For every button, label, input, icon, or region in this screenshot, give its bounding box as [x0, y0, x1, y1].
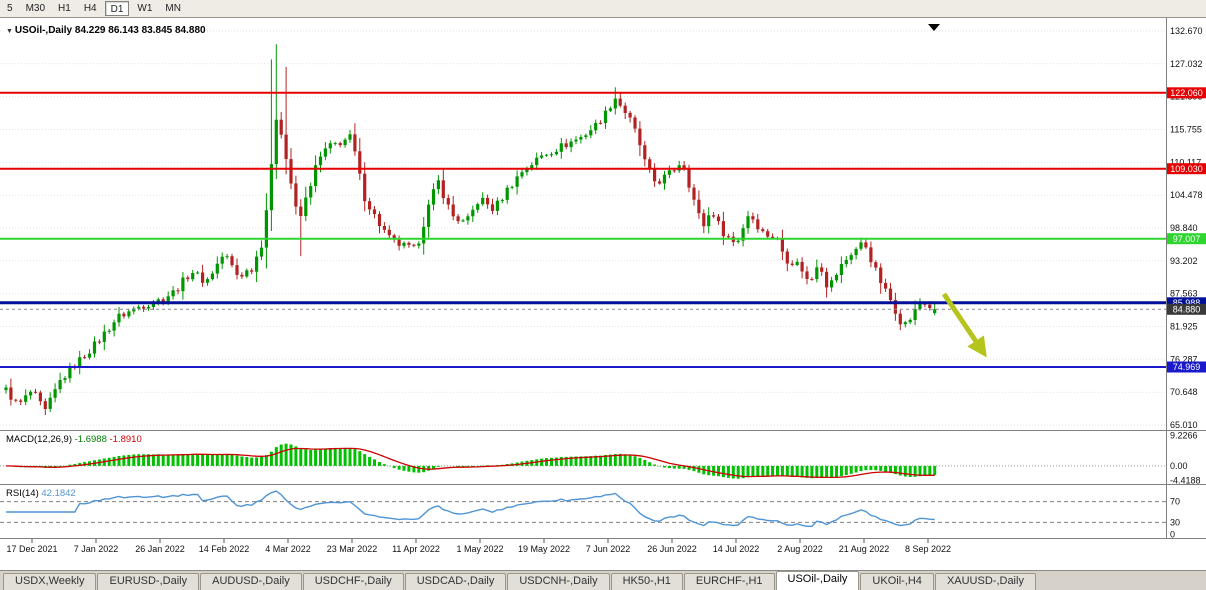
price-axis-tick: 98.840 [1170, 223, 1198, 233]
svg-text:97.007: 97.007 [1173, 234, 1201, 244]
svg-text:122.060: 122.060 [1170, 88, 1203, 98]
time-axis-label: 23 Mar 2022 [327, 544, 378, 554]
rsi-label: RSI(14) 42.1842 [6, 488, 76, 499]
price-axis-tick: 65.010 [1170, 420, 1198, 430]
price-axis-tick: 127.032 [1170, 59, 1203, 69]
level-price-badge: 85.988 [1167, 297, 1206, 309]
timeframe-toolbar: 5 M30 H1 H4 D1 W1 MN [0, 0, 1206, 18]
svg-text:74.969: 74.969 [1173, 362, 1201, 372]
rsi-axis-label: 30 [1170, 517, 1180, 527]
chart-tab-usdchf-daily[interactable]: USDCHF-,Daily [302, 573, 404, 590]
chart-tab-usdcad-daily[interactable]: USDCAD-,Daily [404, 573, 507, 590]
price-axis-tick: 115.755 [1170, 125, 1202, 135]
time-axis-label: 4 Mar 2022 [265, 544, 311, 554]
svg-text:109.030: 109.030 [1170, 164, 1203, 174]
level-price-badge: 122.060 [1167, 87, 1206, 99]
rsi-axis-zero-label: 0 [1170, 530, 1175, 540]
macd-axis-label: 0.00 [1170, 461, 1188, 471]
chart-shift-marker-icon[interactable] [928, 24, 940, 31]
chart-tab-audusd-daily[interactable]: AUDUSD-,Daily [200, 573, 302, 590]
macd-axis-label: 9.2266 [1170, 431, 1198, 441]
time-axis-label: 11 Apr 2022 [392, 544, 440, 554]
chart-tab-xauusd-daily[interactable]: XAUUSD-,Daily [934, 573, 1036, 590]
chart-window[interactable]: 132.670127.032121.393115.755110.117104.4… [0, 18, 1206, 570]
chart-tab-eurusd-daily[interactable]: EURUSD-,Daily [97, 573, 200, 590]
chart-tab-hk50-h1[interactable]: HK50-,H1 [610, 573, 683, 590]
down-arrow-annotation[interactable] [941, 292, 987, 358]
candlesticks [4, 44, 937, 416]
price-axis-tick: 104.478 [1170, 190, 1203, 200]
time-axis-label: 14 Jul 2022 [713, 544, 760, 554]
price-axis-tick: 87.563 [1170, 289, 1198, 299]
chart-tab-ukoil-h4[interactable]: UKOil-,H4 [860, 573, 934, 590]
time-axis[interactable]: 17 Dec 2021 7 Jan 2022 26 Jan 2022 14 Feb 2… [6, 539, 951, 554]
time-axis-label: 26 Jun 2022 [647, 544, 697, 554]
macd-signal-line [5, 447, 935, 479]
chart-tab-usdx-weekly[interactable]: USDX,Weekly [3, 573, 97, 590]
timeframe-button-h4[interactable]: H4 [83, 3, 97, 14]
time-axis-label: 8 Sep 2022 [905, 544, 951, 554]
timeframe-button-mn[interactable]: MN [165, 3, 181, 14]
timeframe-button-5[interactable]: 5 [7, 3, 13, 14]
chart-title: ▼ USOil-,Daily 84.229 86.143 83.845 84.8… [6, 25, 206, 36]
price-gridlines [0, 30, 1166, 426]
current-price-badge: 84.880 [1167, 303, 1206, 315]
price-axis-tick: 81.925 [1170, 322, 1198, 332]
svg-text:85.988: 85.988 [1173, 298, 1201, 308]
time-axis-label: 7 Jun 2022 [586, 544, 631, 554]
timeframe-button-m30[interactable]: M30 [25, 3, 46, 14]
price-axis-tick: 76.287 [1170, 354, 1198, 364]
time-axis-label: 1 May 2022 [456, 544, 503, 554]
price-axis-tick: 70.648 [1170, 387, 1198, 397]
chart-tab-usoil-daily[interactable]: USOil-,Daily [775, 571, 860, 590]
macd-axis-label: -4.4188 [1170, 475, 1201, 485]
price-axis-tick: 132.670 [1170, 26, 1203, 36]
timeframe-button-w1[interactable]: W1 [137, 3, 153, 14]
time-axis-label: 17 Dec 2021 [6, 544, 57, 554]
time-axis-label: 21 Aug 2022 [839, 544, 890, 554]
time-axis-label: 19 May 2022 [518, 544, 570, 554]
rsi-axis-label: 70 [1170, 497, 1180, 507]
chart-tab-bar: USDX,Weekly EURUSD-,Daily AUDUSD-,Daily USD… [0, 570, 1206, 590]
macd-axis[interactable]: 9.2266 0.00 -4.4188 [1170, 431, 1201, 486]
chart-tab-eurchf-h1[interactable]: EURCHF-,H1 [683, 573, 775, 590]
rsi-line [6, 490, 935, 527]
macd-label: MACD(12,26,9) -1.6988 -1.8910 [6, 434, 142, 445]
chart-canvas[interactable]: 132.670127.032121.393115.755110.117104.4… [0, 18, 1206, 570]
macd-histogram [9, 443, 937, 479]
time-axis-label: 26 Jan 2022 [135, 544, 185, 554]
horizontal-levels [0, 91, 1166, 368]
time-axis-label: 7 Jan 2022 [74, 544, 119, 554]
timeframe-button-h1[interactable]: H1 [58, 3, 71, 14]
svg-text:84.880: 84.880 [1173, 305, 1201, 315]
price-axis-tick: 110.117 [1170, 157, 1201, 167]
time-axis-label: 2 Aug 2022 [777, 544, 823, 554]
timeframe-button-d1[interactable]: D1 [104, 1, 130, 16]
level-price-badge: 97.007 [1167, 233, 1206, 245]
price-axis-tick: 93.202 [1170, 256, 1198, 266]
chart-tab-usdcnh-daily[interactable]: USDCNH-,Daily [507, 573, 610, 590]
level-price-badge: 109.030 [1167, 163, 1206, 175]
level-price-badge: 74.969 [1167, 361, 1206, 373]
time-axis-label: 14 Feb 2022 [199, 544, 250, 554]
